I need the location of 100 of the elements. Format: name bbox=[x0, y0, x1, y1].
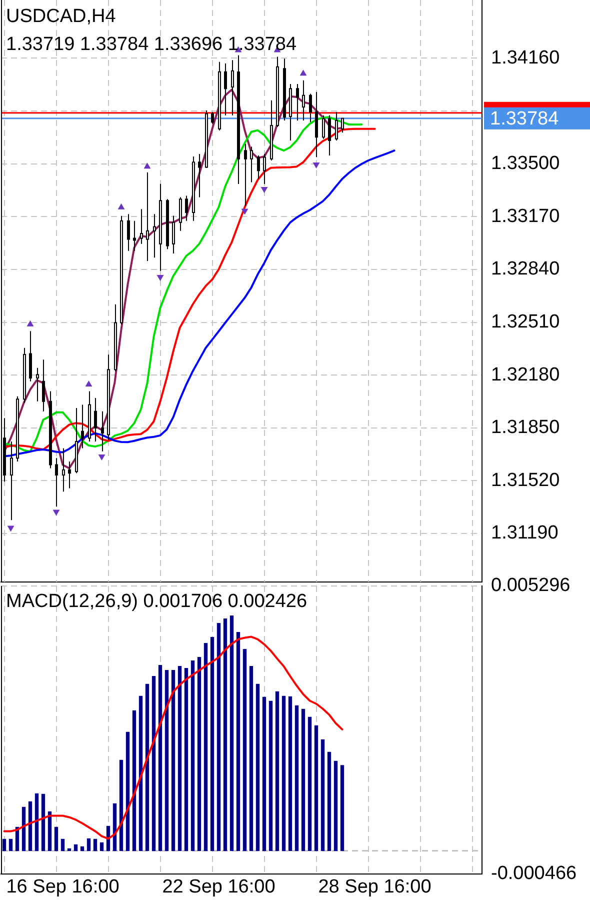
candlestick bbox=[10, 441, 13, 521]
bar bbox=[320, 739, 325, 852]
candlestick bbox=[257, 155, 260, 180]
bar bbox=[54, 826, 58, 852]
bar bbox=[152, 676, 156, 852]
y-tick-label: 1.31520 bbox=[491, 470, 560, 491]
point bbox=[26, 320, 34, 326]
point bbox=[98, 454, 106, 461]
candlestick bbox=[42, 359, 45, 412]
bar bbox=[282, 696, 286, 852]
candlestick bbox=[328, 114, 331, 156]
bar bbox=[190, 660, 195, 852]
bar bbox=[256, 684, 260, 852]
bar bbox=[145, 684, 150, 852]
candlestick bbox=[94, 397, 97, 442]
y-tick-label: 0.005296 bbox=[491, 575, 570, 596]
bar bbox=[132, 710, 136, 852]
bar bbox=[28, 801, 32, 852]
bar bbox=[236, 632, 240, 852]
candlestick bbox=[81, 404, 84, 449]
candlestick bbox=[244, 143, 247, 206]
x-tick-label: 22 Sep 16:00 bbox=[162, 876, 276, 898]
bar bbox=[268, 700, 273, 852]
bar bbox=[74, 844, 78, 852]
candlestick bbox=[302, 80, 305, 121]
candlestick bbox=[341, 118, 344, 133]
y-tick-label: 1.31850 bbox=[491, 417, 560, 438]
y-tick-label: 1.31190 bbox=[491, 522, 558, 544]
point bbox=[118, 203, 125, 210]
candlestick bbox=[36, 367, 39, 402]
text: 1.33719 1.33784 1.33696 1.33784 bbox=[6, 34, 297, 56]
candlestick bbox=[224, 63, 227, 116]
candlestick bbox=[62, 448, 65, 492]
bar bbox=[67, 848, 72, 852]
candlestick bbox=[296, 84, 299, 121]
candlestick bbox=[101, 410, 104, 452]
candlestick bbox=[127, 214, 130, 252]
candlestick bbox=[231, 60, 234, 116]
bar bbox=[327, 752, 332, 852]
bar bbox=[158, 664, 162, 852]
candlestick bbox=[55, 458, 58, 508]
candlestick bbox=[250, 146, 253, 183]
x-tick-label: 16 Sep 16:00 bbox=[6, 876, 120, 898]
chart-title: USDCAD,H4 bbox=[6, 6, 116, 28]
bar bbox=[334, 760, 338, 852]
chart-title: MACD(12,26,9) 0.001706 0.002426 bbox=[6, 591, 308, 613]
bar bbox=[301, 708, 306, 852]
candlestick bbox=[68, 461, 71, 489]
bar bbox=[86, 838, 91, 852]
point bbox=[85, 380, 92, 387]
candlestick bbox=[140, 208, 143, 244]
candlestick bbox=[133, 220, 136, 252]
bar bbox=[275, 691, 280, 852]
candlestick bbox=[322, 114, 325, 140]
candlestick bbox=[146, 172, 149, 262]
bar bbox=[138, 696, 143, 852]
point bbox=[156, 275, 164, 281]
ref-line-label: 1.33784 bbox=[490, 108, 560, 130]
bar bbox=[197, 656, 202, 852]
bar bbox=[119, 760, 124, 852]
bar bbox=[80, 846, 84, 852]
y-tick-label: 1.32180 bbox=[491, 364, 560, 386]
candlestick bbox=[309, 93, 312, 123]
bar bbox=[8, 838, 13, 852]
candlestick bbox=[172, 215, 175, 254]
bar bbox=[249, 666, 254, 852]
bar bbox=[22, 806, 26, 852]
bar bbox=[60, 838, 65, 852]
bar bbox=[216, 622, 221, 852]
point bbox=[7, 526, 14, 532]
bar bbox=[308, 716, 312, 852]
candlestick bbox=[211, 112, 214, 124]
y-tick-label: 1.33170 bbox=[491, 206, 560, 227]
point bbox=[52, 510, 60, 516]
point bbox=[260, 186, 268, 193]
bar bbox=[34, 793, 39, 852]
candlestick bbox=[263, 153, 266, 185]
point bbox=[241, 208, 248, 215]
bar bbox=[242, 648, 247, 852]
bar bbox=[204, 642, 208, 852]
bar bbox=[48, 811, 52, 852]
bar bbox=[2, 838, 6, 852]
candlestick bbox=[335, 112, 338, 141]
bar bbox=[100, 842, 104, 852]
y-tick-label: 1.34160 bbox=[491, 47, 560, 68]
bar bbox=[340, 765, 344, 852]
y-tick-label: 1.32840 bbox=[491, 258, 560, 280]
bar bbox=[126, 732, 130, 852]
bar bbox=[288, 696, 292, 852]
bar bbox=[93, 838, 98, 852]
bar bbox=[230, 615, 234, 852]
bar bbox=[223, 618, 228, 852]
candlestick bbox=[179, 196, 182, 232]
bar bbox=[184, 668, 188, 852]
bar bbox=[314, 725, 318, 852]
bar bbox=[294, 705, 299, 852]
bar bbox=[210, 636, 214, 852]
y-tick-label: 1.33500 bbox=[491, 153, 560, 174]
y-tick-label: 1.32510 bbox=[491, 312, 560, 333]
candlestick bbox=[198, 153, 201, 198]
